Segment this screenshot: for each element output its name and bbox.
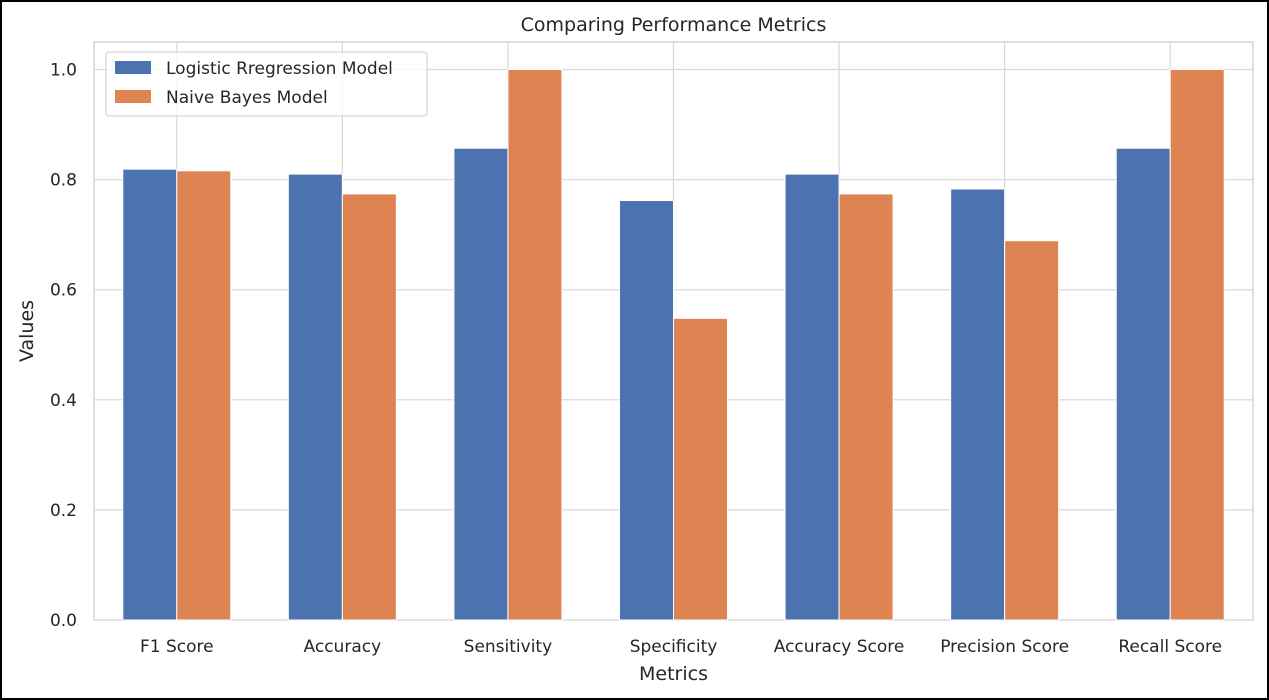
y-axis-title: Values bbox=[16, 300, 38, 362]
legend-label-naive-bayes: Naive Bayes Model bbox=[166, 88, 328, 108]
x-tick-label: Sensitivity bbox=[464, 637, 553, 657]
legend-box bbox=[105, 51, 428, 117]
x-tick-label: F1 Score bbox=[140, 637, 214, 657]
y-tick-label: 1.0 bbox=[50, 61, 77, 81]
bar-naive-bayes bbox=[176, 170, 232, 621]
bar-logistic-regression bbox=[950, 188, 1006, 621]
chart-title: Comparing Performance Metrics bbox=[521, 14, 827, 36]
x-tick-label: Recall Score bbox=[1118, 637, 1222, 657]
bar-logistic-regression bbox=[784, 173, 840, 621]
y-tick-label: 0.4 bbox=[50, 391, 77, 411]
x-axis-ticks: F1 Score Accuracy Sensitivity Specificity Ac… bbox=[140, 637, 1222, 657]
legend-label-logistic-regression: Logistic Rregression Model bbox=[166, 59, 393, 79]
bar-naive-bayes bbox=[507, 69, 563, 621]
bar-logistic-regression bbox=[619, 200, 674, 621]
bar-logistic-regression bbox=[287, 173, 343, 621]
legend-swatch-naive-bayes bbox=[115, 90, 151, 103]
bar-logistic-regression bbox=[453, 147, 509, 621]
y-axis-ticks: 0.0 0.2 0.4 0.6 0.8 1.0 bbox=[50, 61, 77, 631]
bar-logistic-regression bbox=[122, 168, 178, 621]
legend-swatch-logistic-regression bbox=[115, 61, 151, 74]
bar-naive-bayes bbox=[1169, 69, 1225, 621]
x-axis-title: Metrics bbox=[639, 663, 708, 685]
y-tick-label: 0.0 bbox=[50, 611, 77, 631]
bar-logistic-regression bbox=[1115, 147, 1171, 621]
bar-naive-bayes bbox=[838, 193, 894, 621]
bars bbox=[122, 69, 1225, 621]
bar-naive-bayes bbox=[341, 193, 397, 621]
bar-naive-bayes bbox=[1004, 240, 1060, 621]
legend: Logistic Rregression Model Naive Bayes M… bbox=[105, 51, 428, 117]
x-tick-label: Precision Score bbox=[940, 637, 1069, 657]
x-tick-label: Accuracy bbox=[304, 637, 382, 657]
x-tick-label: Accuracy Score bbox=[774, 637, 905, 657]
y-tick-label: 0.6 bbox=[50, 281, 77, 301]
y-tick-label: 0.2 bbox=[50, 501, 77, 521]
x-tick-label: Specificity bbox=[630, 637, 718, 657]
y-tick-label: 0.8 bbox=[50, 171, 77, 191]
bar-naive-bayes bbox=[673, 317, 728, 621]
